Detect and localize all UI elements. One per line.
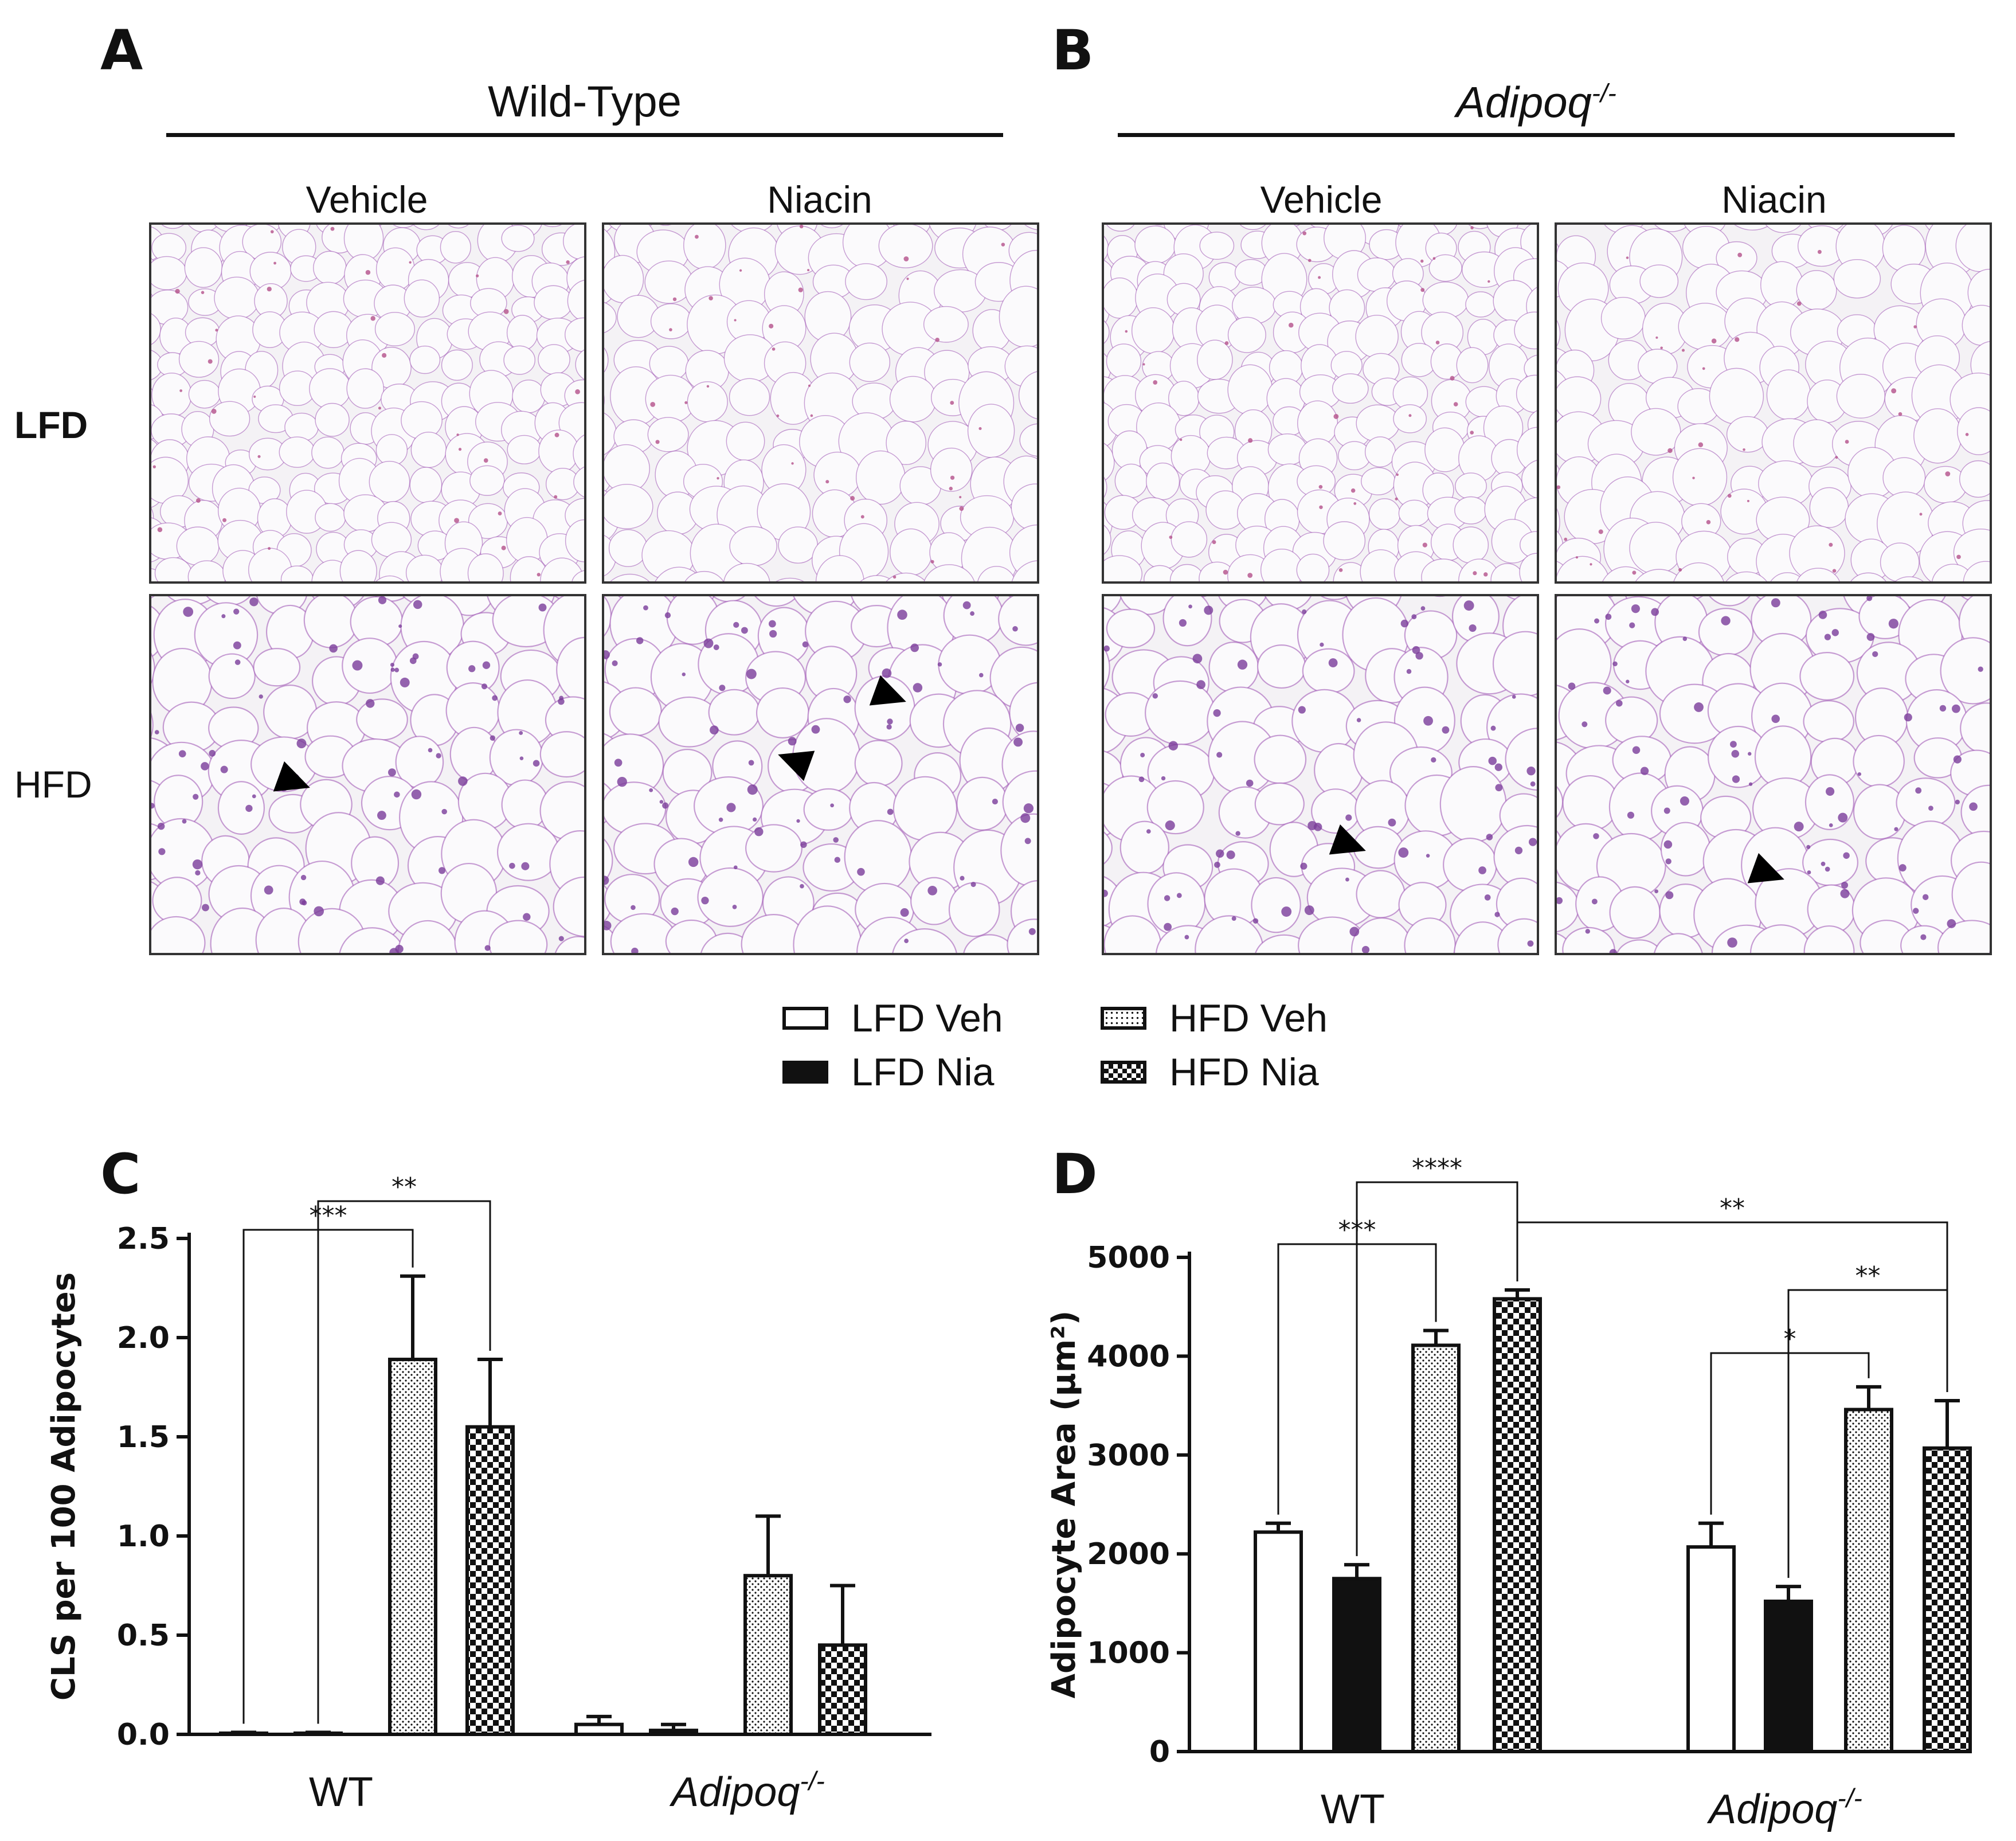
- col-header-b-vehicle: Vehicle: [1260, 178, 1383, 221]
- bar-dots: [1411, 1343, 1461, 1754]
- tissue-image: [1557, 225, 1990, 581]
- bar-solid: [293, 1731, 343, 1736]
- significance-label: ****: [1412, 1154, 1462, 1183]
- y-tick-label: 4000: [1087, 1339, 1170, 1374]
- micrograph-wt-lfd-niacin: [602, 222, 1039, 584]
- arrowhead-marker: [273, 761, 310, 792]
- arrowhead-marker: [778, 751, 815, 781]
- y-tick-label: 3000: [1087, 1439, 1170, 1473]
- y-tick-label: 2.0: [117, 1321, 170, 1355]
- x-group-label: WT: [309, 1769, 373, 1815]
- tissue-image: [604, 596, 1037, 953]
- legend-item-hfd-nia: HFD Nia: [1101, 1053, 1319, 1092]
- bar-dots: [1844, 1408, 1893, 1754]
- micrograph-wt-hfd-niacin: [602, 594, 1039, 955]
- y-axis-label: Adipocyte Area (μm²): [1046, 1311, 1083, 1699]
- significance-label: **: [1720, 1194, 1745, 1223]
- row-label-hfd: HFD: [14, 763, 92, 806]
- row-label-lfd: LFD: [14, 404, 88, 446]
- legend-label: HFD Nia: [1169, 1050, 1319, 1094]
- bar-dots: [743, 1574, 793, 1736]
- y-tick-label: 2.5: [117, 1222, 170, 1256]
- panel-label-c: C: [100, 1142, 141, 1206]
- panel-label-a: A: [100, 18, 143, 83]
- bar-open: [219, 1731, 268, 1736]
- bar-open: [1686, 1545, 1736, 1754]
- arrowhead-marker: [869, 675, 906, 706]
- significance-bracket: [317, 1200, 491, 1724]
- tissue-image: [1104, 596, 1537, 953]
- x-group-label: WT: [1321, 1787, 1385, 1832]
- y-tick-label: 1.5: [117, 1420, 170, 1455]
- significance-label: **: [392, 1172, 417, 1202]
- micrograph-ko-hfd-niacin: [1555, 594, 1992, 955]
- significance-bracket: [1516, 1221, 1948, 1392]
- tissue-image: [1557, 596, 1990, 953]
- arrowhead-marker: [1329, 824, 1366, 855]
- legend-item-hfd-veh: HFD Veh: [1101, 999, 1328, 1038]
- panel-label-b: B: [1052, 18, 1094, 83]
- legend-label: LFD Veh: [851, 996, 1003, 1040]
- micrograph-wt-lfd-vehicle: [149, 222, 586, 584]
- group-rule-b: [1118, 133, 1955, 137]
- group-title-wild-type: Wild-Type: [488, 77, 682, 126]
- bar-checker: [818, 1643, 867, 1737]
- chart-d: 0 1000 2000 3000 4000 5000 Adipocyte Area (μm²…: [1046, 1154, 1972, 1832]
- panel-label-d: D: [1052, 1142, 1098, 1206]
- significance-bracket: [242, 1229, 414, 1724]
- bar-solid: [649, 1729, 698, 1737]
- significance-label: *: [1784, 1324, 1796, 1354]
- tissue-image: [151, 596, 584, 953]
- legend-label: LFD Nia: [851, 1050, 995, 1094]
- significance-label: ***: [310, 1201, 347, 1230]
- micrograph-wt-hfd-vehicle: [149, 594, 586, 955]
- significance-label: **: [1855, 1261, 1881, 1291]
- col-header-b-niacin: Niacin: [1721, 178, 1827, 221]
- y-tick-label: 0: [1149, 1735, 1170, 1769]
- tissue-image: [604, 225, 1037, 581]
- legend-swatch: [1101, 1061, 1146, 1084]
- bar-open: [574, 1722, 624, 1736]
- x-group-label: Adipoq-/-: [1706, 1783, 1862, 1832]
- col-header-a-niacin: Niacin: [767, 178, 872, 221]
- legend-label: HFD Veh: [1169, 996, 1328, 1040]
- micrograph-ko-lfd-niacin: [1555, 222, 1992, 584]
- group-rule-a: [166, 133, 1003, 137]
- micrograph-ko-lfd-vehicle: [1102, 222, 1539, 584]
- y-tick-label: 0.5: [117, 1619, 170, 1653]
- y-tick-label: 5000: [1087, 1241, 1170, 1275]
- x-group-label: Adipoq-/-: [669, 1766, 825, 1815]
- col-header-a-vehicle: Vehicle: [306, 178, 428, 221]
- tissue-image: [151, 225, 584, 581]
- y-tick-label: 2000: [1087, 1537, 1170, 1572]
- legend-item-lfd-nia: LFD Nia: [782, 1053, 994, 1092]
- micrograph-ko-hfd-vehicle: [1102, 594, 1539, 955]
- bar-open: [1254, 1530, 1303, 1753]
- legend-swatch: [782, 1007, 828, 1030]
- y-tick-label: 1.0: [117, 1519, 170, 1554]
- bar-checker: [1493, 1297, 1542, 1753]
- chart-c: 0.0 0.5 1.0 1.5 2.0 2.5 CLS per 100 Adipocytes…: [45, 1172, 931, 1815]
- y-axis-label: CLS per 100 Adipocytes: [45, 1272, 83, 1701]
- group-title-adipoq: Adipoq-/-: [1456, 78, 1616, 127]
- arrowhead-marker: [1747, 853, 1784, 884]
- legend-swatch: [1101, 1007, 1146, 1030]
- y-tick-label: 0.0: [117, 1718, 170, 1752]
- legend-swatch: [782, 1061, 828, 1084]
- tissue-image: [1104, 225, 1537, 581]
- bar-dots: [388, 1358, 437, 1737]
- significance-bracket: [1710, 1352, 1870, 1515]
- legend-item-lfd-veh: LFD Veh: [782, 999, 1003, 1038]
- bar-checker: [465, 1425, 515, 1736]
- bar-solid: [1764, 1599, 1813, 1753]
- bar-solid: [1332, 1577, 1381, 1754]
- y-tick-label: 1000: [1087, 1636, 1170, 1671]
- significance-bracket: [1787, 1289, 1948, 1578]
- bar-checker: [1923, 1446, 1972, 1753]
